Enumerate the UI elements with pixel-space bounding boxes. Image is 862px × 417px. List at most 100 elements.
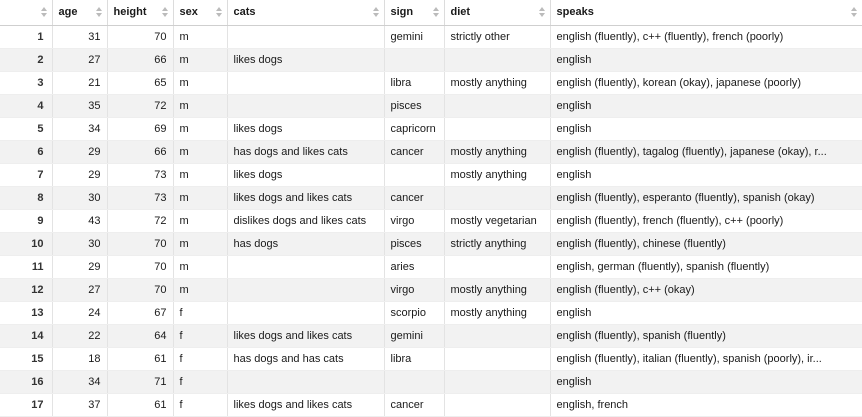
cell-age[interactable]: 21 [52, 71, 108, 95]
cell-sex[interactable]: m [173, 163, 228, 187]
table-row[interactable]: 16 34 71 f english [0, 370, 862, 394]
cell-height[interactable]: 70 [107, 25, 174, 49]
cell-sex[interactable]: m [173, 71, 228, 95]
cell-sign[interactable]: libra [384, 71, 445, 95]
cell-sign[interactable]: cancer [384, 140, 445, 164]
cell-sign[interactable] [384, 163, 445, 187]
table-row[interactable]: 8 30 73 m likes dogs and likes cats cancer eng… [0, 186, 862, 210]
cell-cats[interactable] [227, 255, 385, 279]
cell-sex[interactable]: m [173, 255, 228, 279]
cell-sign[interactable]: gemini [384, 324, 445, 348]
table-row[interactable]: 4 35 72 m pisces english [0, 94, 862, 118]
cell-diet[interactable] [444, 347, 551, 371]
cell-sign[interactable]: virgo [384, 278, 445, 302]
column-header-sign[interactable]: sign [384, 0, 445, 26]
cell-sign[interactable]: aries [384, 255, 445, 279]
cell-speaks[interactable]: english (fluently), chinese (fluently) [550, 232, 862, 256]
cell-speaks[interactable]: english (fluently), c++ (fluently), fren… [550, 25, 862, 49]
column-header-height[interactable]: height [107, 0, 174, 26]
cell-sex[interactable]: m [173, 209, 228, 233]
cell-cats[interactable]: dislikes dogs and likes cats [227, 209, 385, 233]
table-row[interactable]: 15 18 61 f has dogs and has cats libra english… [0, 347, 862, 371]
cell-cats[interactable]: has dogs and likes cats [227, 140, 385, 164]
table-row[interactable]: 10 30 70 m has dogs pisces strictly anything en… [0, 232, 862, 256]
cell-diet[interactable]: mostly anything [444, 163, 551, 187]
cell-height[interactable]: 73 [107, 186, 174, 210]
cell-cats[interactable]: has dogs [227, 232, 385, 256]
cell-diet[interactable]: mostly anything [444, 278, 551, 302]
table-row[interactable]: 6 29 66 m has dogs and likes cats cancer mostl… [0, 140, 862, 164]
cell-height[interactable]: 70 [107, 232, 174, 256]
cell-speaks[interactable]: english (fluently), korean (okay), japan… [550, 71, 862, 95]
cell-diet[interactable] [444, 117, 551, 141]
cell-sign[interactable]: pisces [384, 232, 445, 256]
cell-sign[interactable] [384, 48, 445, 72]
cell-age[interactable]: 27 [52, 48, 108, 72]
cell-height[interactable]: 71 [107, 370, 174, 394]
cell-sign[interactable] [384, 370, 445, 394]
cell-diet[interactable] [444, 370, 551, 394]
cell-diet[interactable]: strictly anything [444, 232, 551, 256]
sort-icon[interactable] [215, 7, 222, 17]
cell-sex[interactable]: f [173, 347, 228, 371]
cell-cats[interactable] [227, 301, 385, 325]
cell-sex[interactable]: m [173, 48, 228, 72]
cell-height[interactable]: 67 [107, 301, 174, 325]
cell-sex[interactable]: f [173, 324, 228, 348]
cell-sign[interactable]: scorpio [384, 301, 445, 325]
table-row[interactable]: 2 27 66 m likes dogs english [0, 48, 862, 72]
cell-speaks[interactable]: english (fluently), esperanto (fluently)… [550, 186, 862, 210]
cell-speaks[interactable]: english [550, 370, 862, 394]
cell-height[interactable]: 70 [107, 278, 174, 302]
sort-icon[interactable] [95, 7, 102, 17]
table-row[interactable]: 1 31 70 m gemini strictly other english (fluen… [0, 25, 862, 49]
column-header-age[interactable]: age [52, 0, 108, 26]
column-header-speaks[interactable]: speaks [550, 0, 862, 26]
cell-sex[interactable]: f [173, 370, 228, 394]
cell-cats[interactable]: likes dogs [227, 117, 385, 141]
column-header-sex[interactable]: sex [173, 0, 228, 26]
cell-age[interactable]: 35 [52, 94, 108, 118]
cell-sex[interactable]: m [173, 278, 228, 302]
cell-sex[interactable]: m [173, 117, 228, 141]
cell-sign[interactable]: cancer [384, 186, 445, 210]
column-header-cats[interactable]: cats [227, 0, 385, 26]
cell-diet[interactable] [444, 48, 551, 72]
cell-sex[interactable]: m [173, 94, 228, 118]
table-row[interactable]: 11 29 70 m aries english, german (fluently), … [0, 255, 862, 279]
cell-height[interactable]: 64 [107, 324, 174, 348]
cell-sign[interactable]: pisces [384, 94, 445, 118]
cell-speaks[interactable]: english [550, 48, 862, 72]
cell-sign[interactable]: libra [384, 347, 445, 371]
cell-age[interactable]: 30 [52, 232, 108, 256]
sort-icon[interactable] [538, 7, 545, 17]
table-row[interactable]: 5 34 69 m likes dogs capricorn english [0, 117, 862, 141]
cell-age[interactable]: 29 [52, 255, 108, 279]
cell-speaks[interactable]: english (fluently), spanish (fluently) [550, 324, 862, 348]
cell-sex[interactable]: m [173, 232, 228, 256]
cell-sign[interactable]: capricorn [384, 117, 445, 141]
cell-cats[interactable] [227, 278, 385, 302]
table-row[interactable]: 7 29 73 m likes dogs mostly anything english [0, 163, 862, 187]
cell-cats[interactable] [227, 25, 385, 49]
cell-age[interactable]: 34 [52, 370, 108, 394]
cell-speaks[interactable]: english [550, 301, 862, 325]
sort-icon[interactable] [851, 7, 857, 17]
table-row[interactable]: 9 43 72 m dislikes dogs and likes cats virgo m… [0, 209, 862, 233]
cell-speaks[interactable]: english (fluently), tagalog (fluently), … [550, 140, 862, 164]
cell-speaks[interactable]: english (fluently), c++ (okay) [550, 278, 862, 302]
cell-cats[interactable] [227, 71, 385, 95]
cell-speaks[interactable]: english (fluently), italian (fluently), … [550, 347, 862, 371]
cell-height[interactable]: 66 [107, 48, 174, 72]
cell-speaks[interactable]: english [550, 94, 862, 118]
cell-age[interactable]: 18 [52, 347, 108, 371]
cell-age[interactable]: 24 [52, 301, 108, 325]
cell-diet[interactable]: strictly other [444, 25, 551, 49]
cell-speaks[interactable]: english, german (fluently), spanish (flu… [550, 255, 862, 279]
cell-speaks[interactable]: english [550, 163, 862, 187]
table-row[interactable]: 14 22 64 f likes dogs and likes cats gemini en… [0, 324, 862, 348]
cell-diet[interactable]: mostly anything [444, 140, 551, 164]
cell-age[interactable]: 29 [52, 163, 108, 187]
cell-diet[interactable]: mostly anything [444, 301, 551, 325]
cell-height[interactable]: 66 [107, 140, 174, 164]
